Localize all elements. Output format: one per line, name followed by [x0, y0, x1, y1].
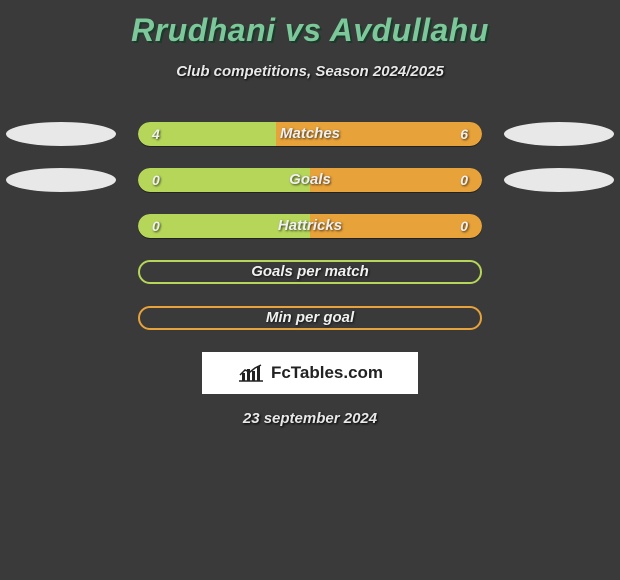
- stat-bar: 00Hattricks: [138, 214, 482, 238]
- chart-icon: [237, 363, 265, 383]
- stat-bar: 00Goals: [138, 168, 482, 192]
- logo-text: FcTables.com: [271, 363, 383, 383]
- stat-pill: Goals per match: [138, 260, 482, 284]
- player-ellipse-right: [504, 168, 614, 192]
- stat-label: Goals: [138, 168, 482, 192]
- player-ellipse-right: [504, 122, 614, 146]
- stat-row: 46Matches: [0, 122, 620, 146]
- player-ellipse-left: [6, 168, 116, 192]
- stat-label: Goals per match: [140, 262, 480, 282]
- stats-container: 46Matches 00Goals 00Hattricks Goals per mat…: [0, 122, 620, 330]
- stat-label: Hattricks: [138, 214, 482, 238]
- stat-pill: Min per goal: [138, 306, 482, 330]
- page-subtitle: Club competitions, Season 2024/2025: [0, 63, 620, 80]
- stat-row: 00Hattricks: [0, 214, 620, 238]
- logo-box: FcTables.com: [202, 352, 418, 394]
- footer-date: 23 september 2024: [0, 410, 620, 427]
- stat-row: 00Goals: [0, 168, 620, 192]
- stat-row-empty: Min per goal: [0, 306, 620, 330]
- stat-bar: 46Matches: [138, 122, 482, 146]
- stat-row-empty: Goals per match: [0, 260, 620, 284]
- stat-label: Min per goal: [140, 308, 480, 328]
- stat-label: Matches: [138, 122, 482, 146]
- page-title: Rrudhani vs Avdullahu: [0, 0, 620, 49]
- player-ellipse-left: [6, 122, 116, 146]
